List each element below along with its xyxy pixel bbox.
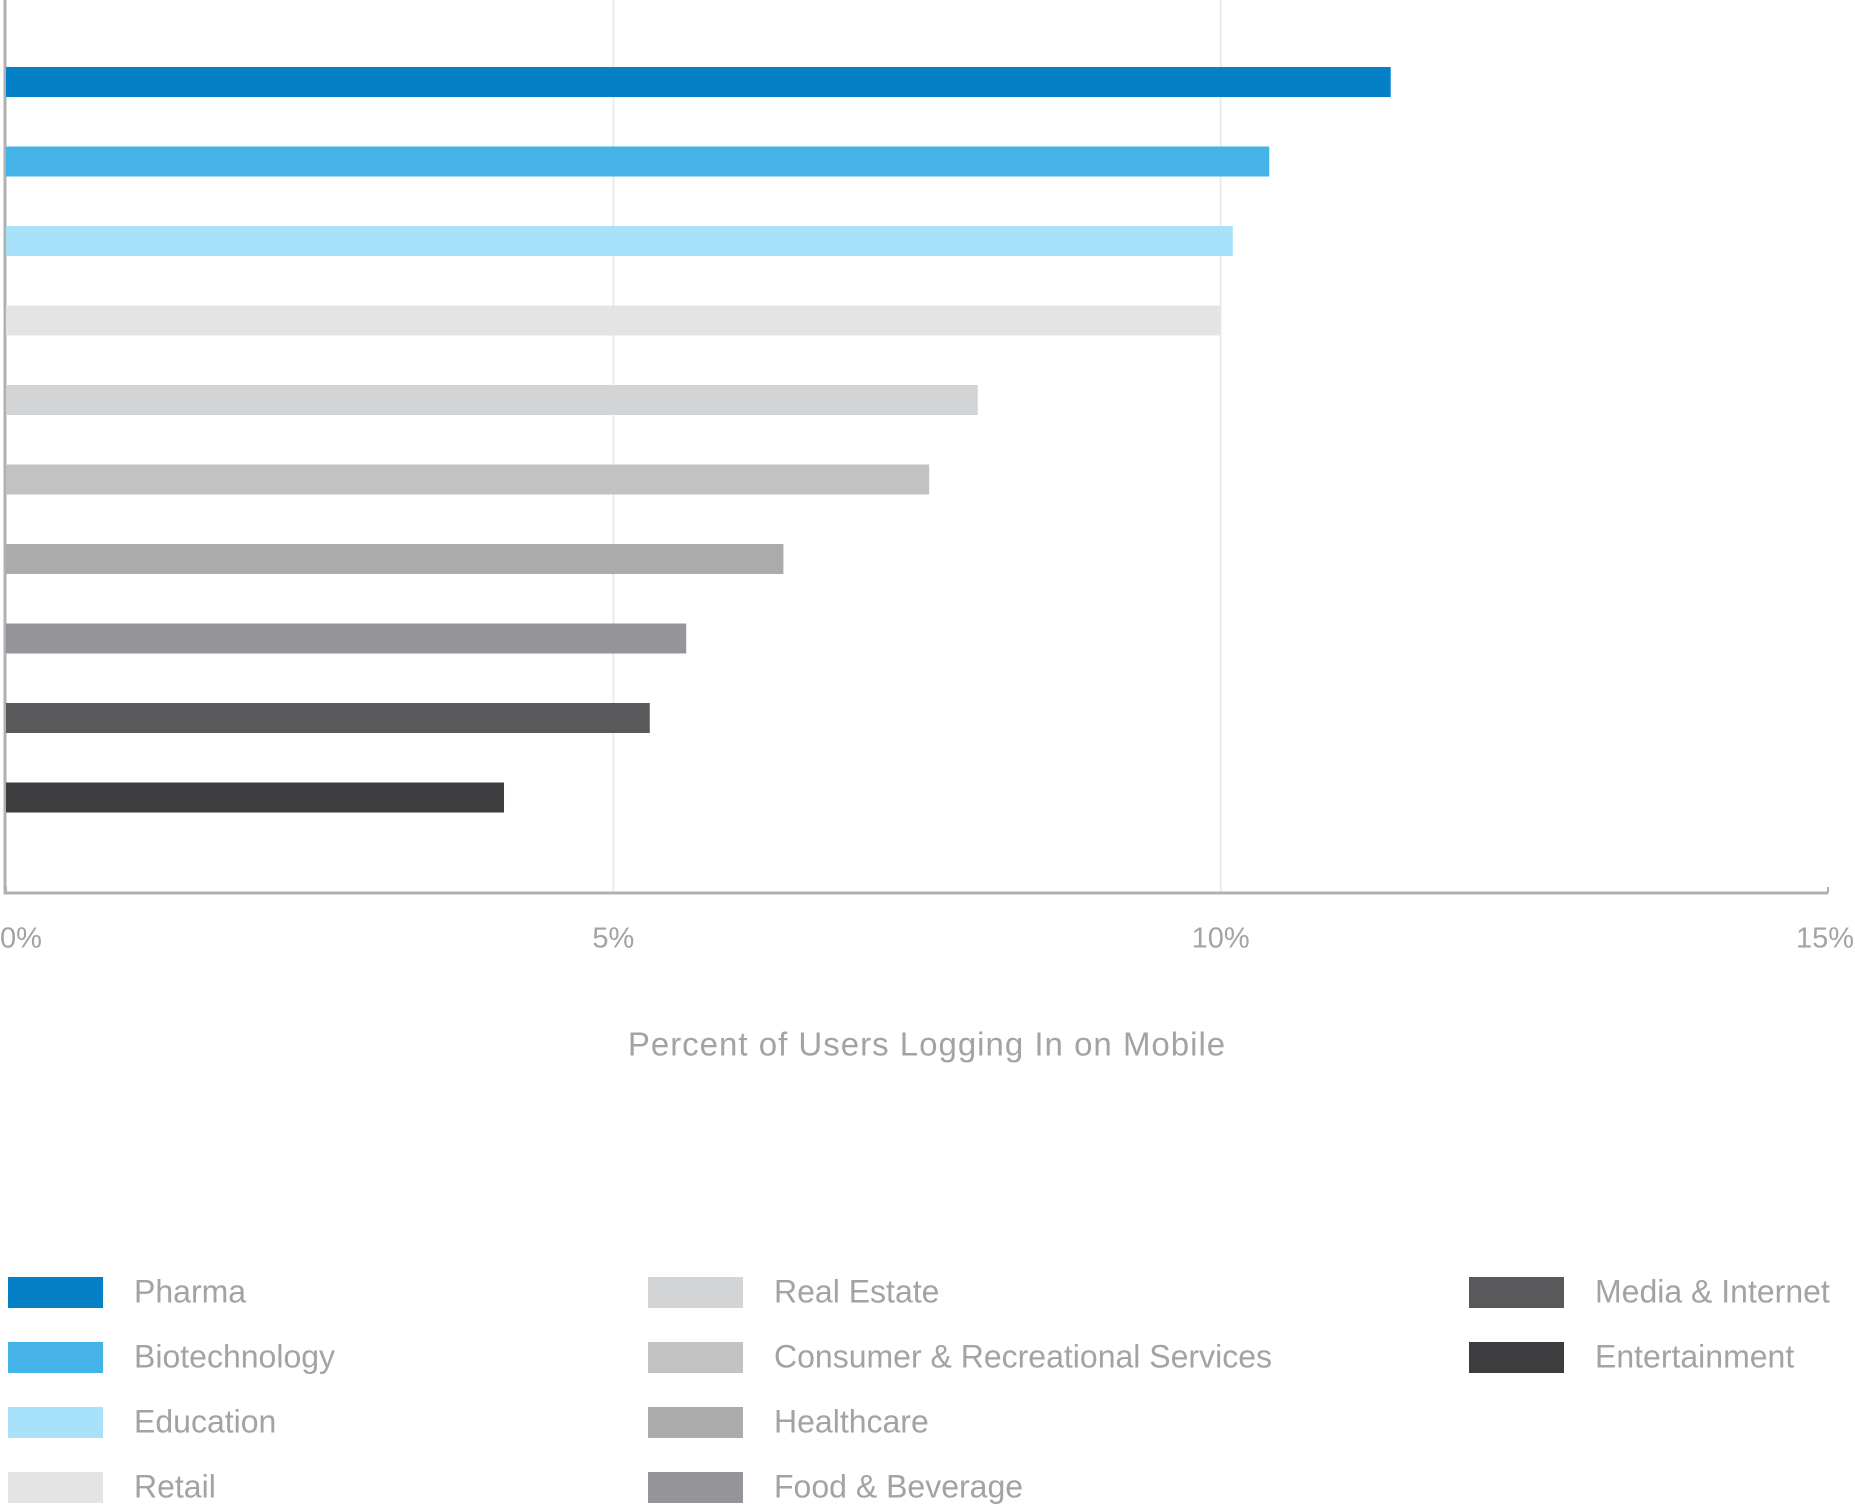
legend-label: Real Estate	[774, 1273, 939, 1309]
legend-label: Education	[134, 1403, 276, 1439]
legend-swatch	[648, 1472, 743, 1503]
legend-label: Media & Internet	[1595, 1273, 1830, 1309]
bar	[6, 146, 1270, 177]
bar	[6, 305, 1221, 336]
legend-swatch	[1469, 1342, 1564, 1373]
legend-swatch	[648, 1342, 743, 1373]
legend-swatch	[1469, 1277, 1564, 1308]
x-tick-label: 10%	[1192, 923, 1250, 955]
x-tick-label: 5%	[592, 923, 634, 955]
bar	[6, 464, 930, 495]
x-tick-label: 0%	[0, 923, 42, 955]
bar	[6, 67, 1391, 97]
legend-label: Biotechnology	[134, 1338, 335, 1374]
x-axis-title: Percent of Users Logging In on Mobile	[628, 1026, 1226, 1063]
legend-swatch	[8, 1277, 103, 1308]
x-tick-label: 15%	[1796, 923, 1854, 955]
legend-label: Consumer & Recreational Services	[774, 1338, 1272, 1374]
legend-label: Healthcare	[774, 1403, 929, 1439]
bar	[6, 226, 1233, 256]
bar	[6, 385, 978, 415]
legend-swatch	[648, 1407, 743, 1438]
legend-swatch	[648, 1277, 743, 1308]
bar	[6, 703, 650, 733]
legend-label: Food & Beverage	[774, 1468, 1023, 1504]
legend-label: Retail	[134, 1468, 216, 1504]
legend-label: Entertainment	[1595, 1338, 1794, 1374]
legend-swatch	[8, 1407, 103, 1438]
bar	[6, 782, 505, 813]
bar	[6, 623, 687, 654]
legend-label: Pharma	[134, 1273, 246, 1309]
legend-swatch	[8, 1472, 103, 1503]
legend-swatch	[8, 1342, 103, 1373]
bar	[6, 544, 784, 574]
